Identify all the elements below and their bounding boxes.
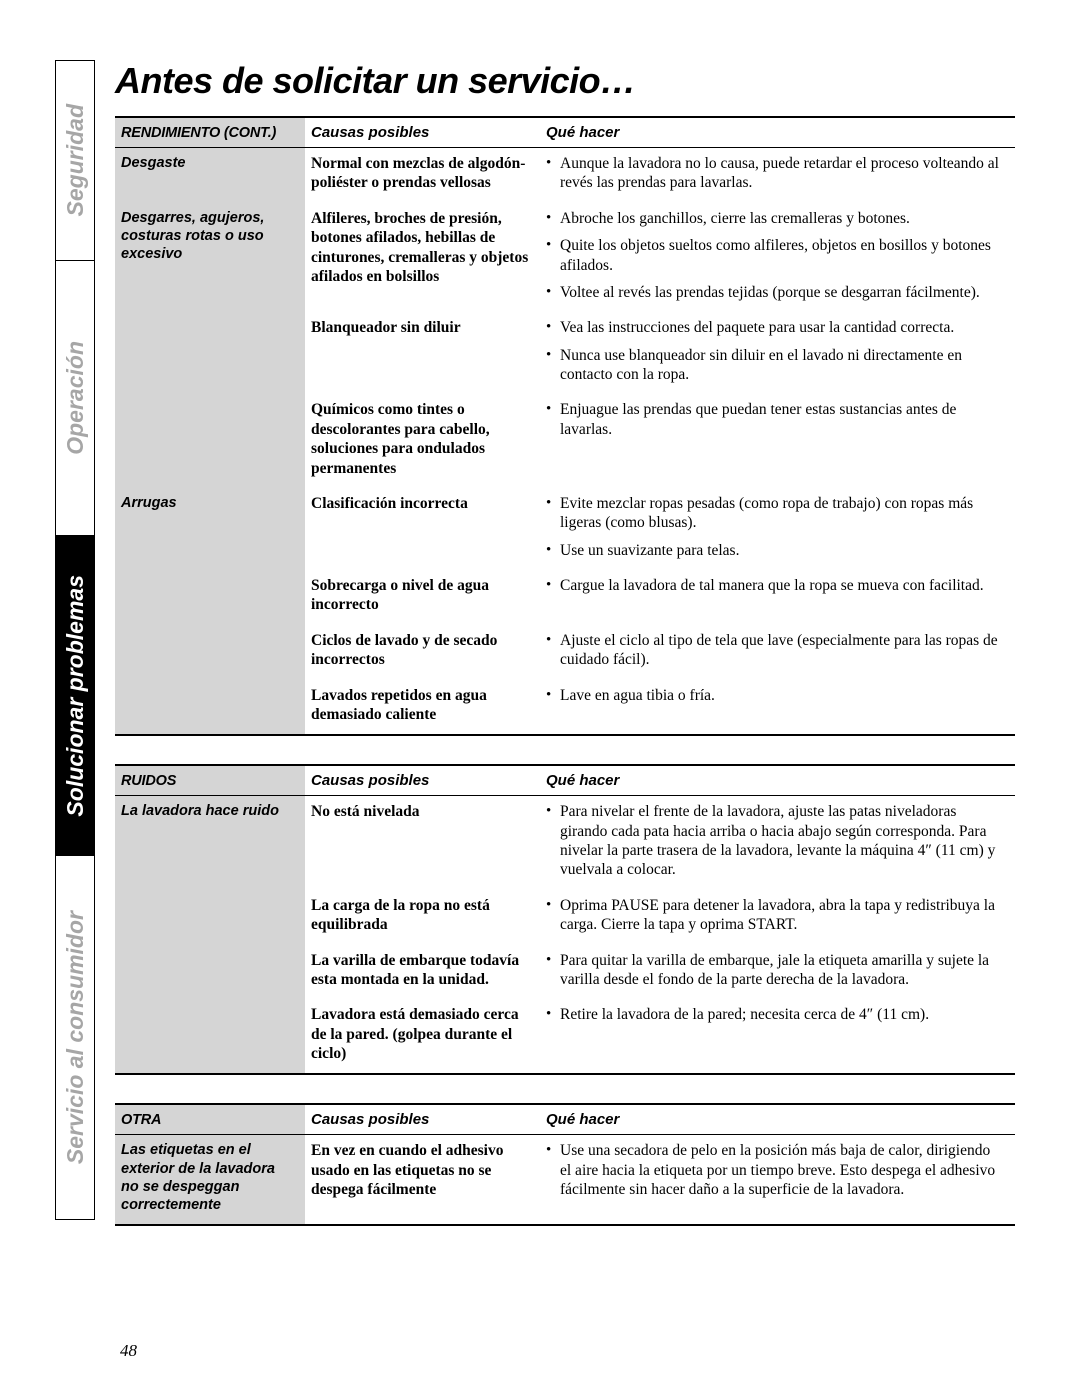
fix-item: Nunca use blanqueador sin diluir en el l… <box>560 346 1005 385</box>
table-row: Ciclos de lavado y de secado incorrectos… <box>115 625 1015 680</box>
side-tab[interactable]: Servicio al consumidor <box>55 855 95 1220</box>
page-number: 48 <box>120 1341 137 1361</box>
table-row: La lavadora hace ruidoNo está nivelada Pa… <box>115 796 1015 890</box>
cause-cell: No está nivelada <box>305 796 540 890</box>
cause-cell: En vez en cuando el adhesivo usado en la… <box>305 1135 540 1225</box>
problem-cell <box>115 999 305 1074</box>
cause-cell: Clasificación incorrecta <box>305 488 540 570</box>
cause-cell: Sobrecarga o nivel de agua incorrecto <box>305 570 540 625</box>
problem-cell <box>115 890 305 945</box>
problem-cell <box>115 945 305 1000</box>
troubleshoot-table: RENDIMIENTO (CONT.)Causas posiblesQué ha… <box>115 116 1015 736</box>
fix-cell: Retire la lavadora de la pared; necesita… <box>540 999 1015 1074</box>
side-tab-label: Seguridad <box>62 104 89 216</box>
fix-item: Enjuague las prendas que puedan tener es… <box>560 400 1005 439</box>
fix-item: Lave en agua tibia o fría. <box>560 686 1005 705</box>
fix-cell: Evite mezclar ropas pesadas (como ropa d… <box>540 488 1015 570</box>
section-header: RENDIMIENTO (CONT.) <box>115 117 305 148</box>
section-header: OTRA <box>115 1104 305 1135</box>
problem-cell: Arrugas <box>115 488 305 570</box>
fix-cell: Aunque la lavadora no lo causa, puede re… <box>540 148 1015 203</box>
problem-cell <box>115 570 305 625</box>
table-row: La carga de la ropa no está equilibrada O… <box>115 890 1015 945</box>
cause-cell: Alfileres, broches de presión, botones a… <box>305 203 540 313</box>
fix-cell: Vea las instrucciones del paquete para u… <box>540 312 1015 394</box>
fix-item: Aunque la lavadora no lo causa, puede re… <box>560 154 1005 193</box>
fix-item: Vea las instrucciones del paquete para u… <box>560 318 1005 337</box>
table-row: ArrugasClasificación incorrecta Evite mez… <box>115 488 1015 570</box>
cause-cell: Normal con mezclas de algodón-poliéster … <box>305 148 540 203</box>
problem-cell <box>115 625 305 680</box>
troubleshoot-table: OTRACausas posiblesQué hacer Las etiqueta… <box>115 1103 1015 1226</box>
table-row: DesgasteNormal con mezclas de algodón-po… <box>115 148 1015 203</box>
fix-header: Qué hacer <box>540 117 1015 148</box>
cause-cell: Lavadora está demasiado cerca de la pare… <box>305 999 540 1074</box>
fix-cell: Para quitar la varilla de embarque, jale… <box>540 945 1015 1000</box>
table-row: La varilla de embarque todavía esta mont… <box>115 945 1015 1000</box>
page-title: Antes de solicitar un servicio… <box>115 60 1015 102</box>
fix-item: Retire la lavadora de la pared; necesita… <box>560 1005 1005 1024</box>
page: Seguridad Operación Solucionar problemas Se… <box>0 0 1080 1397</box>
table-row: Las etiquetas en el exterior de la lavad… <box>115 1135 1015 1225</box>
fix-item: Ajuste el ciclo al tipo de tela que lave… <box>560 631 1005 670</box>
cause-cell: Lavados repetidos en agua demasiado cali… <box>305 680 540 736</box>
side-tab[interactable]: Seguridad <box>55 60 95 260</box>
table-row: Blanqueador sin diluir Vea las instruccio… <box>115 312 1015 394</box>
fix-cell: Enjuague las prendas que puedan tener es… <box>540 394 1015 488</box>
troubleshoot-tables: RENDIMIENTO (CONT.)Causas posiblesQué ha… <box>115 116 1015 1226</box>
table-row: Sobrecarga o nivel de agua incorrecto Car… <box>115 570 1015 625</box>
problem-cell: Las etiquetas en el exterior de la lavad… <box>115 1135 305 1225</box>
table-row: Químicos como tintes o descolorantes par… <box>115 394 1015 488</box>
problem-cell <box>115 394 305 488</box>
content-area: Antes de solicitar un servicio… RENDIMIE… <box>115 60 1015 1226</box>
problem-cell <box>115 680 305 736</box>
fix-cell: Oprima PAUSE para detener la lavadora, a… <box>540 890 1015 945</box>
fix-cell: Abroche los ganchillos, cierre las crema… <box>540 203 1015 313</box>
fix-cell: Para nivelar el frente de la lavadora, a… <box>540 796 1015 890</box>
fix-item: Use un suavizante para telas. <box>560 541 1005 560</box>
problem-cell <box>115 312 305 394</box>
cause-header: Causas posibles <box>305 765 540 796</box>
side-tab[interactable]: Solucionar problemas <box>55 535 95 855</box>
table-row: Lavados repetidos en agua demasiado cali… <box>115 680 1015 736</box>
cause-cell: La varilla de embarque todavía esta mont… <box>305 945 540 1000</box>
troubleshoot-table: RUIDOSCausas posiblesQué hacerLa lavador… <box>115 764 1015 1075</box>
fix-header: Qué hacer <box>540 1104 1015 1135</box>
fix-item: Voltee al revés las prendas tejidas (por… <box>560 283 1005 302</box>
fix-item: Evite mezclar ropas pesadas (como ropa d… <box>560 494 1005 533</box>
fix-item: Oprima PAUSE para detener la lavadora, a… <box>560 896 1005 935</box>
cause-header: Causas posibles <box>305 1104 540 1135</box>
fix-item: Abroche los ganchillos, cierre las crema… <box>560 209 1005 228</box>
fix-item: Use una secadora de pelo en la posición … <box>560 1141 1005 1199</box>
problem-cell: Desgarres, agujeros, costuras rotas o us… <box>115 203 305 313</box>
cause-cell: Ciclos de lavado y de secado incorrectos <box>305 625 540 680</box>
cause-header: Causas posibles <box>305 117 540 148</box>
side-tab-label: Solucionar problemas <box>62 575 89 817</box>
cause-cell: La carga de la ropa no está equilibrada <box>305 890 540 945</box>
fix-cell: Lave en agua tibia o fría. <box>540 680 1015 736</box>
fix-item: Cargue la lavadora de tal manera que la … <box>560 576 1005 595</box>
cause-cell: Químicos como tintes o descolorantes par… <box>305 394 540 488</box>
side-tab-label: Servicio al consumidor <box>62 911 89 1164</box>
section-header: RUIDOS <box>115 765 305 796</box>
fix-cell: Use una secadora de pelo en la posición … <box>540 1135 1015 1225</box>
table-row: Lavadora está demasiado cerca de la pare… <box>115 999 1015 1074</box>
side-tab-label: Operación <box>62 341 89 455</box>
problem-cell: La lavadora hace ruido <box>115 796 305 890</box>
fix-header: Qué hacer <box>540 765 1015 796</box>
fix-item: Para quitar la varilla de embarque, jale… <box>560 951 1005 990</box>
side-tabs: Seguridad Operación Solucionar problemas Se… <box>55 60 95 1220</box>
side-tab[interactable]: Operación <box>55 260 95 535</box>
cause-cell: Blanqueador sin diluir <box>305 312 540 394</box>
problem-cell: Desgaste <box>115 148 305 203</box>
fix-cell: Ajuste el ciclo al tipo de tela que lave… <box>540 625 1015 680</box>
fix-cell: Cargue la lavadora de tal manera que la … <box>540 570 1015 625</box>
fix-item: Quite los objetos sueltos como alfileres… <box>560 236 1005 275</box>
fix-item: Para nivelar el frente de la lavadora, a… <box>560 802 1005 880</box>
table-row: Desgarres, agujeros, costuras rotas o us… <box>115 203 1015 313</box>
